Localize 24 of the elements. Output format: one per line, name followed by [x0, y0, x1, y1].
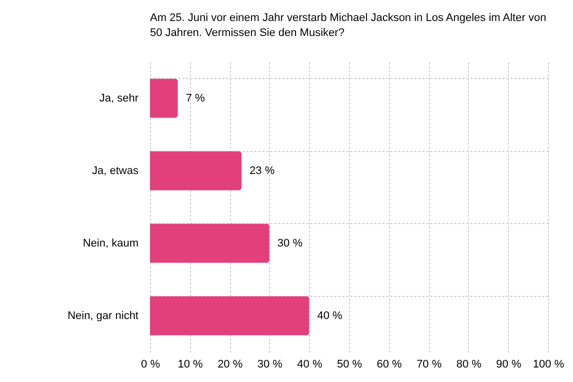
x-tick-label: 50 % [336, 358, 362, 370]
bar [150, 296, 310, 336]
data-label: 23 % [250, 164, 275, 177]
x-tick-label: 100 % [532, 358, 564, 370]
x-tick-label: 20 % [218, 358, 243, 370]
x-tick-label: 30 % [257, 358, 283, 370]
x-tick-label: 0 % [141, 358, 160, 370]
chart-title: Am 25. Juni vor einem Jahr verstarb Michael Jackson in Los Angeles im Alter von 50 Jahren. Vermissen Sie den Musiker? [150, 12, 546, 39]
x-tick-label: 10 % [178, 358, 204, 370]
bar [150, 151, 242, 190]
data-label: 40 % [317, 310, 342, 322]
x-tick-label: 40 % [297, 358, 322, 370]
x-tick-label: 90 % [496, 358, 522, 370]
bar [150, 78, 178, 118]
data-label: 7 % [186, 92, 206, 104]
data-label: 30 % [277, 237, 303, 250]
y-tick-label: Nein, gar nicht [68, 310, 138, 322]
x-tick-label: 80 % [456, 358, 482, 370]
x-tick-label: 60 % [376, 358, 402, 370]
y-tick-label: Ja, sehr [99, 92, 139, 104]
x-tick-label: 70 % [416, 358, 442, 370]
y-tick-label: Ja, etwas [92, 164, 139, 177]
y-tick-label: Nein, kaum [82, 237, 138, 250]
bar [150, 224, 270, 263]
